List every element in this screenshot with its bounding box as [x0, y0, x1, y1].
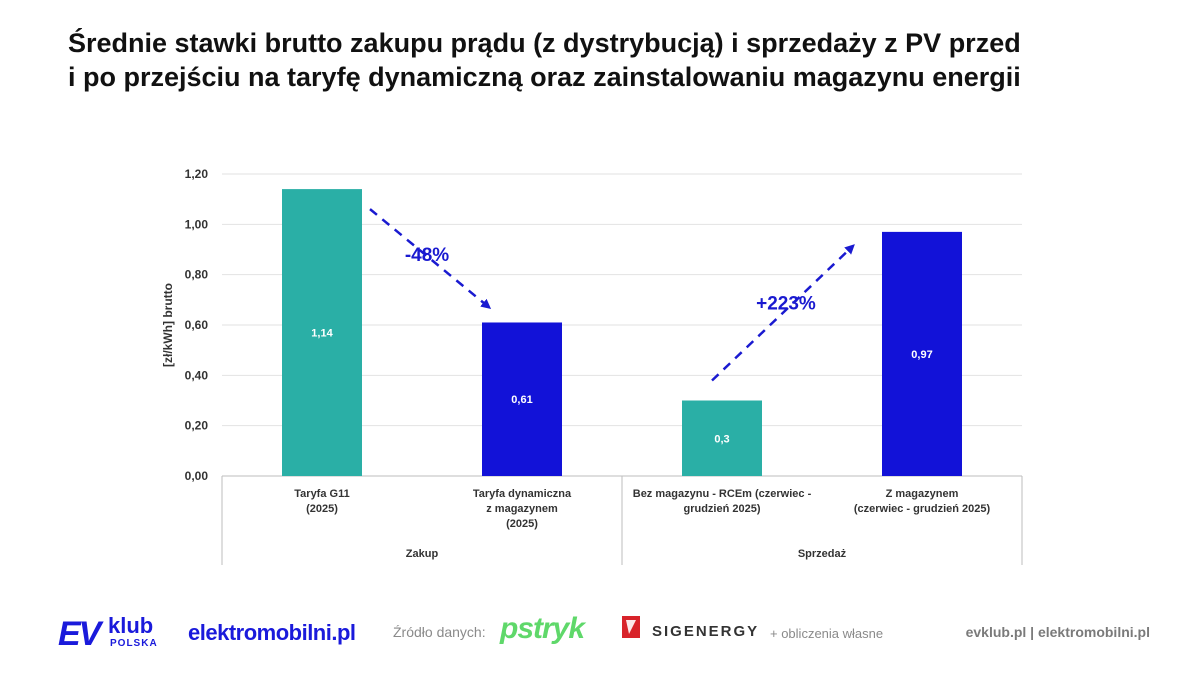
x-tick-label-line: grudzień 2025) — [683, 503, 760, 515]
annotation-arrow — [711, 244, 855, 382]
y-tick-label: 0,40 — [185, 368, 209, 382]
y-tick-label: 0,60 — [185, 318, 209, 332]
y-axis-label: [zł/kWh] brutto — [161, 283, 175, 367]
bar — [882, 231, 962, 476]
y-tick-label: 0,00 — [185, 469, 209, 483]
annotation-label: +223% — [756, 294, 816, 315]
data-label: 1,14 — [311, 328, 333, 340]
title-line-2: i po przejściu na taryfę dynamiczną oraz… — [68, 62, 1021, 92]
ev-logo-letters: EV — [58, 615, 101, 653]
x-tick-label-line: Z magazynem — [886, 488, 959, 500]
bar — [682, 400, 762, 476]
source-label: Źródło danych: — [393, 624, 486, 640]
data-label: 0,97 — [911, 349, 932, 361]
bar — [482, 322, 562, 476]
annotation-label: -48% — [405, 245, 449, 266]
chart-title: Średnie stawki brutto zakupu prądu (z dy… — [68, 26, 1148, 94]
y-tick-label: 0,20 — [185, 419, 209, 433]
x-tick-label-line: Taryfa G11 — [294, 488, 349, 500]
pstryk-logo: pstryk — [500, 612, 585, 645]
own-calculations-note: + obliczenia własne — [770, 626, 884, 641]
x-tick-label-line: (2025) — [306, 503, 338, 515]
data-label: 0,3 — [714, 433, 729, 445]
x-tick-label: Bez magazynu - RCEm (czerwiec - grudzień … — [633, 488, 812, 515]
ev-logo-klub: klub — [108, 613, 154, 638]
y-tick-label: 0,80 — [185, 268, 209, 282]
data-label: 0,61 — [511, 394, 532, 406]
x-tick-label: Taryfa dynamiczna z magazynem (2025) — [473, 488, 572, 530]
footer: EV klub POLSKA elektromobilni.pl Źródło … — [0, 608, 1200, 658]
x-tick-label: Z magazynem (czerwiec - grudzień 2025) — [854, 488, 991, 515]
x-tick-label-line: (czerwiec - grudzień 2025) — [854, 503, 991, 515]
x-tick-label-line: Bez magazynu - RCEm (czerwiec - — [633, 488, 812, 500]
x-tick-label-line: z magazynem — [486, 503, 558, 515]
bar — [282, 189, 362, 476]
group-label: Zakup — [406, 548, 439, 560]
ev-logo-polska: POLSKA — [110, 638, 158, 649]
y-tick-label: 1,20 — [185, 167, 209, 181]
elektromobilni-logo[interactable]: elektromobilni.pl — [188, 620, 356, 645]
x-tick-label-line: (2025) — [506, 518, 538, 530]
title-line-1: Średnie stawki brutto zakupu prądu (z dy… — [68, 28, 1021, 58]
y-tick-label: 1,00 — [185, 217, 209, 231]
x-tick-label: Taryfa G11 (2025) — [294, 488, 349, 515]
sigenergy-icon — [622, 616, 640, 638]
group-label: Sprzedaż — [798, 548, 847, 560]
bar-chart: 1,14 0,61 0,3 0,97 0,00 0,20 0,40 0,60 0,80 1,00… — [161, 167, 1023, 565]
sigenergy-logo: SIGENERGY — [652, 623, 760, 640]
x-tick-label-line: Taryfa dynamiczna — [473, 488, 572, 500]
website-links[interactable]: evklub.pl | elektromobilni.pl — [965, 624, 1150, 640]
